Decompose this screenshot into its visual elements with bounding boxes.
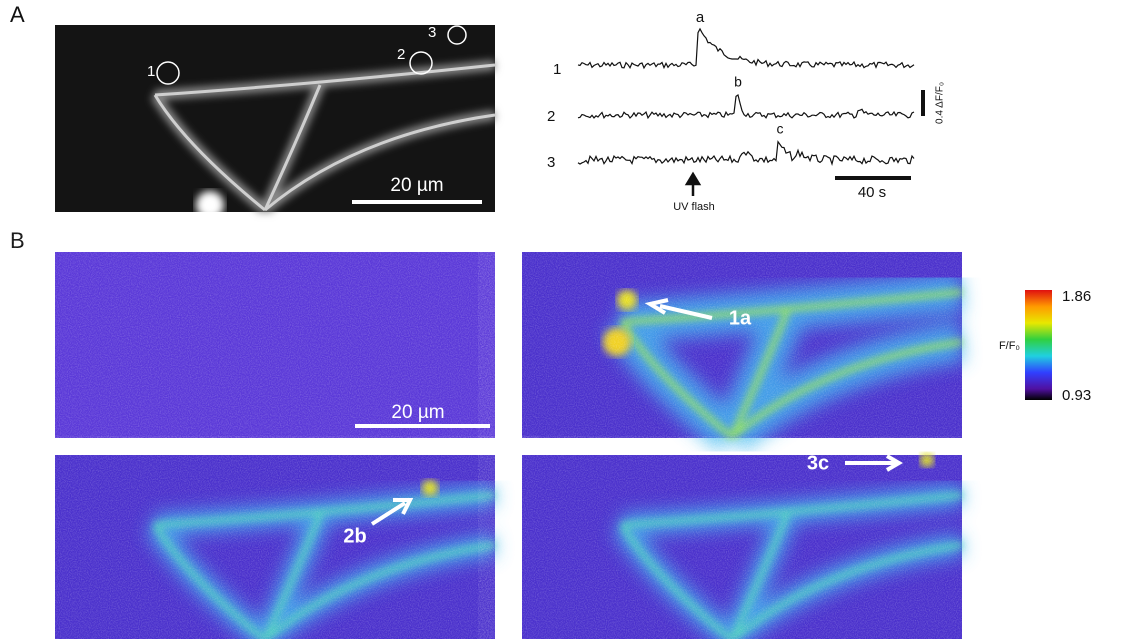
scale-bar-label: 0.4 ΔF/F₀ xyxy=(935,82,946,124)
trace xyxy=(578,95,914,118)
stimulus-label: UV flash xyxy=(673,201,715,213)
peak-label: c xyxy=(777,121,784,137)
trace-label: 2 xyxy=(547,108,555,125)
roi-label: 3 xyxy=(428,24,436,41)
pseudocolor-image xyxy=(522,252,962,438)
arrow-label: 2b xyxy=(343,525,366,547)
scale-bar-label: 40 s xyxy=(858,184,886,201)
pseudocolor-image xyxy=(55,455,495,639)
trace-label: 1 xyxy=(553,61,561,78)
traces xyxy=(578,29,914,164)
panel-label: A xyxy=(10,2,25,27)
panel-label: B xyxy=(10,228,25,253)
colorbar xyxy=(1025,290,1052,400)
pseudocolor-image xyxy=(522,453,962,639)
scale-bar xyxy=(921,90,925,116)
arrow-label: 3c xyxy=(807,452,829,474)
scale-bar xyxy=(835,176,911,180)
fluorescence-image: 1 2 3 20 µm xyxy=(55,24,495,219)
peak-label: a xyxy=(696,9,705,26)
trace xyxy=(578,29,914,68)
scale-bar-label: 20 µm xyxy=(391,402,444,423)
peak-label: b xyxy=(734,74,742,90)
stimulus-arrow xyxy=(687,174,699,196)
roi-label: 2 xyxy=(397,46,405,63)
scale-bar xyxy=(355,424,490,428)
figure: A 1 2 3 20 µm 1 2 3 a b c 0.4 ΔF/F₀ 40 s… xyxy=(0,0,1132,639)
colorbar-title: F/F₀ xyxy=(999,340,1020,352)
colorbar-min: 0.93 xyxy=(1062,387,1091,404)
trace xyxy=(578,142,914,164)
colorbar-max: 1.86 xyxy=(1062,288,1091,305)
roi-label: 1 xyxy=(147,63,155,80)
arrow-label: 1a xyxy=(729,307,752,329)
trace-label: 3 xyxy=(547,154,555,171)
scale-bar-label: 20 µm xyxy=(390,175,443,196)
